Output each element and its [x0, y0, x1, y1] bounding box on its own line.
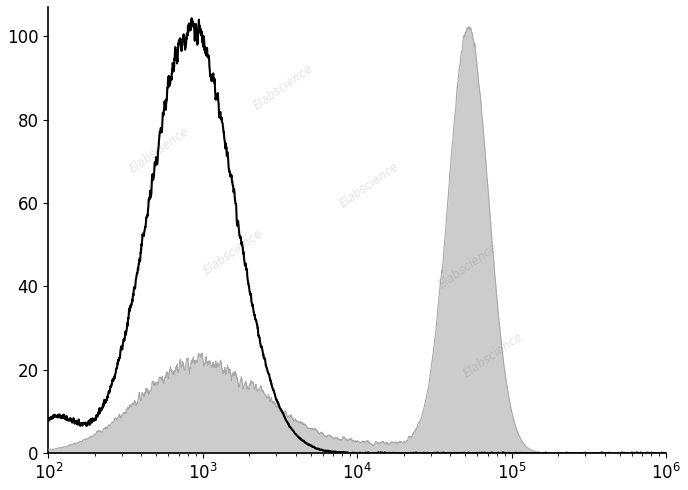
Text: Elabscience: Elabscience	[250, 62, 315, 113]
Text: Elabscience: Elabscience	[337, 160, 402, 211]
Text: Elabscience: Elabscience	[127, 124, 192, 175]
Text: Elabscience: Elabscience	[461, 330, 526, 380]
Text: Elabscience: Elabscience	[436, 241, 501, 291]
Text: Elabscience: Elabscience	[202, 227, 266, 278]
